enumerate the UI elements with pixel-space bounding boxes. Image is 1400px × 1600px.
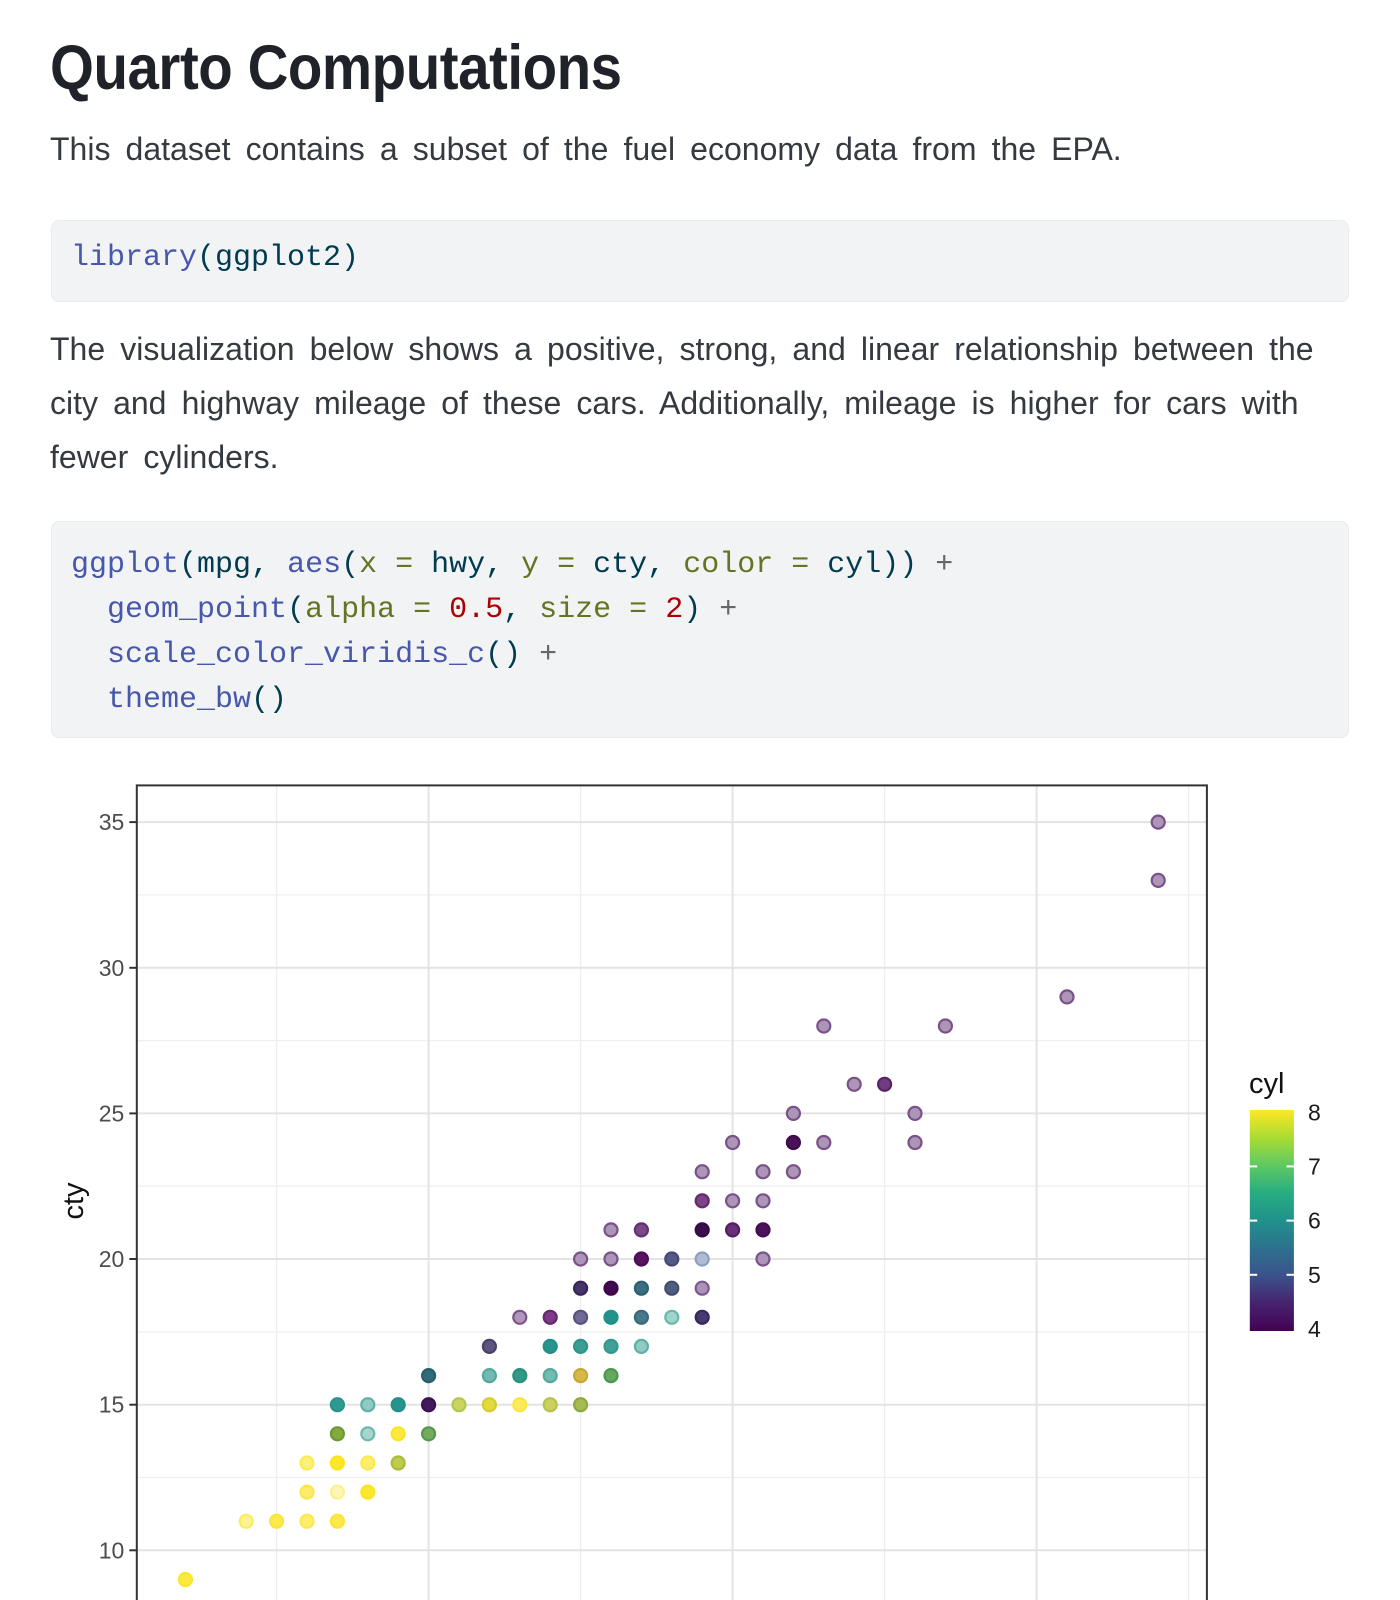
svg-text:5: 5 (1308, 1262, 1321, 1288)
svg-text:15: 15 (99, 1392, 125, 1418)
svg-text:8: 8 (1308, 1099, 1321, 1125)
svg-text:35: 35 (99, 809, 125, 835)
svg-text:6: 6 (1308, 1208, 1321, 1234)
svg-text:25: 25 (99, 1100, 125, 1126)
svg-text:10: 10 (99, 1537, 125, 1563)
svg-text:cty: cty (58, 1182, 90, 1220)
svg-text:4: 4 (1308, 1316, 1321, 1342)
svg-text:cyl: cyl (1249, 1068, 1284, 1100)
svg-text:20: 20 (99, 1246, 125, 1272)
svg-text:30: 30 (99, 955, 125, 981)
svg-text:7: 7 (1308, 1153, 1321, 1179)
